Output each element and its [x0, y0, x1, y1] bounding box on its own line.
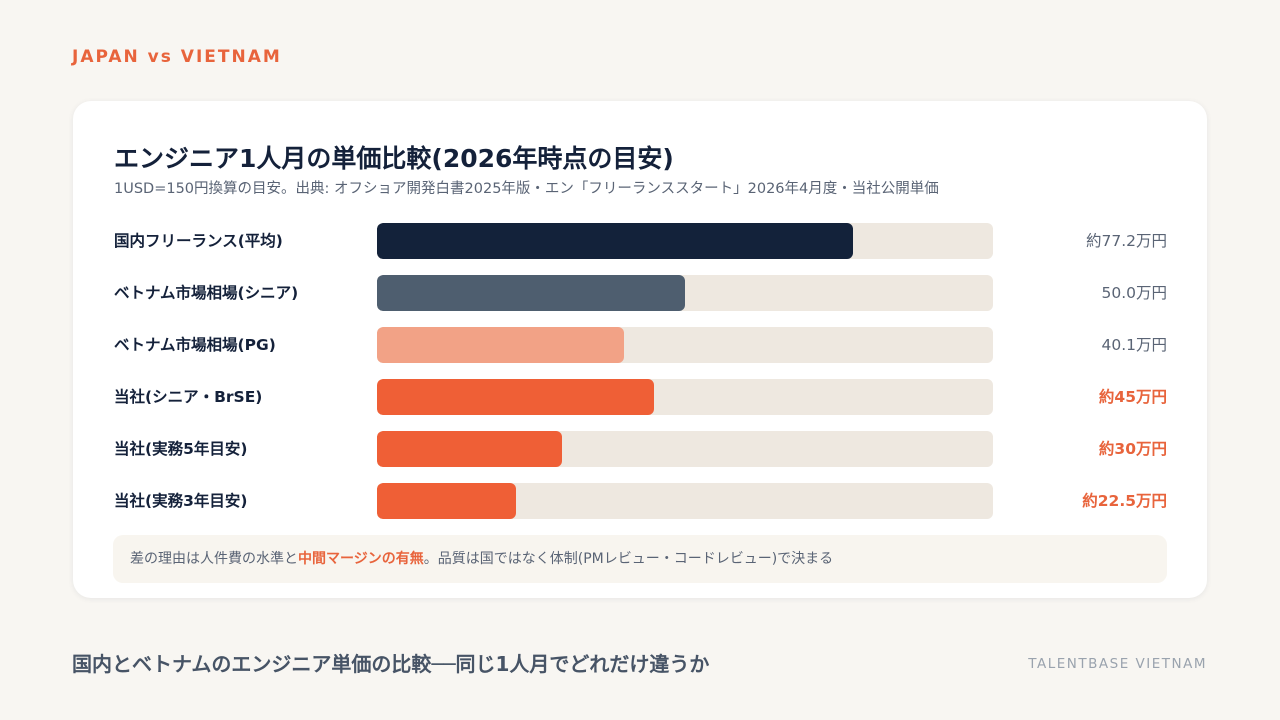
bar	[377, 483, 516, 519]
bar-label: 当社(実務3年目安)	[114, 492, 248, 510]
footer-title: 国内とベトナムのエンジニア単価の比較──同じ1人月でどれだけ違うか	[72, 652, 710, 676]
bar-value-label: 約22.5万円	[1082, 492, 1167, 510]
bar-row: ベトナム市場相場(PG) 40.1万円	[73, 327, 1207, 363]
bar-label: 当社(実務5年目安)	[114, 440, 248, 458]
bar-track	[377, 483, 993, 519]
bar-value-label: 40.1万円	[1101, 336, 1167, 354]
bar-chart: 国内フリーランス(平均) 約77.2万円 ベトナム市場相場(シニア) 50.0万円 ベト…	[73, 101, 1207, 598]
bar-track	[377, 431, 993, 467]
bar	[377, 275, 685, 311]
bar-row: 当社(実務5年目安) 約30万円	[73, 431, 1207, 467]
chart-title: エンジニア1人月の単価比較(2026年時点の目安)	[114, 144, 674, 173]
note-text-before: 差の理由は人件費の水準と	[130, 551, 298, 567]
bar-row: 当社(実務3年目安) 約22.5万円	[73, 483, 1207, 519]
note-text-emphasis: 中間マージンの有無	[298, 551, 424, 567]
bar	[377, 431, 562, 467]
note-box: 差の理由は人件費の水準と中間マージンの有無。品質は国ではなく体制(PMレビュー・…	[113, 535, 1167, 583]
bar-label: 当社(シニア・BrSE)	[114, 388, 263, 406]
bar	[377, 379, 654, 415]
bar-row: 国内フリーランス(平均) 約77.2万円	[73, 223, 1207, 259]
bar-label: ベトナム市場相場(PG)	[114, 336, 276, 354]
bar-row: 当社(シニア・BrSE) 約45万円	[73, 379, 1207, 415]
bar-track	[377, 379, 993, 415]
note-text: 差の理由は人件費の水準と中間マージンの有無。品質は国ではなく体制(PMレビュー・…	[113, 535, 1167, 583]
note-text-after: 。品質は国ではなく体制(PMレビュー・コードレビュー)で決まる	[423, 551, 834, 567]
bar-label: ベトナム市場相場(シニア)	[114, 284, 299, 302]
bar-value-label: 約30万円	[1098, 440, 1167, 458]
bar	[377, 327, 624, 363]
chart-subtitle: 1USD=150円換算の目安。出典: オフショア開発白書2025年版・エン「フリ…	[114, 181, 939, 197]
bar-label: 国内フリーランス(平均)	[114, 232, 283, 250]
bar-value-label: 約45万円	[1098, 388, 1167, 406]
bar-value-label: 約77.2万円	[1085, 232, 1167, 250]
chart-card: エンジニア1人月の単価比較(2026年時点の目安) 1USD=150円換算の目安…	[73, 101, 1207, 598]
bar	[377, 223, 853, 259]
bar-value-label: 50.0万円	[1101, 284, 1167, 302]
footer-brand: TALENTBASE VIETNAM	[1028, 656, 1207, 672]
bar-track	[377, 327, 993, 363]
eyebrow-label: JAPAN vs VIETNAM	[72, 47, 282, 67]
bar-track	[377, 223, 993, 259]
bar-track	[377, 275, 993, 311]
bar-row: ベトナム市場相場(シニア) 50.0万円	[73, 275, 1207, 311]
